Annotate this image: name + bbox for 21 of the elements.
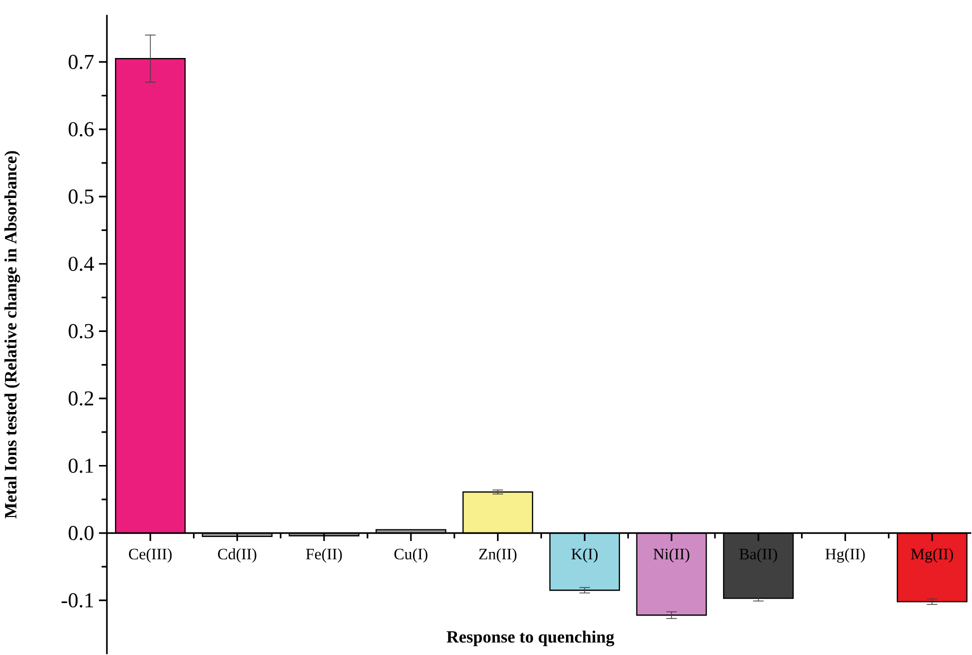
y-tick-label: -0.1: [62, 593, 94, 608]
x-tick-label: Ba(II): [739, 548, 778, 563]
x-tick-label: Ce(III): [128, 548, 172, 563]
y-tick-label: 0.0: [68, 526, 94, 540]
y-tick-label: 0.1: [68, 458, 94, 473]
x-tick-label: Cu(I): [394, 548, 428, 563]
y-axis-title: Metal Ions tested (Relative change in Absorbance): [4, 151, 20, 518]
x-tick-label: Fe(II): [306, 548, 342, 563]
y-tick-label: 0.3: [68, 324, 94, 338]
y-tick-label: 0.2: [68, 391, 94, 406]
y-tick-label: 0.6: [68, 122, 94, 136]
x-tick-label: Ni(II): [653, 548, 690, 563]
x-tick-label: Cd(II): [218, 548, 256, 563]
x-tick-label: Hg(II): [825, 548, 865, 563]
x-tick-label: Mg(II): [911, 548, 953, 563]
x-tick-label: K(I): [571, 548, 598, 563]
x-tick-label: Zn(II): [479, 548, 516, 563]
y-tick-label: 0.4: [68, 256, 94, 272]
y-tick-label: 0.7: [68, 54, 94, 70]
y-tick-label: 0.5: [68, 189, 94, 204]
x-axis-title: Response to quenching: [446, 630, 614, 646]
